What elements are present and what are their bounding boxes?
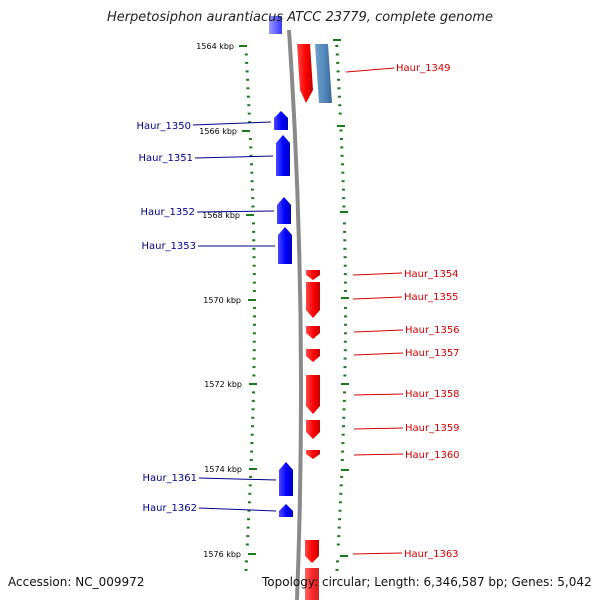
leader-line [353, 453, 404, 456]
leader-line [345, 67, 395, 73]
genome-backbone [287, 29, 304, 600]
scale-labels: 1564 kbp 1566 kbp 1568 kbp 1570 kbp 1572… [196, 42, 257, 559]
gene-label: Haur_1349 [396, 63, 451, 74]
gene-labels-left: Haur_1350 Haur_1351 Haur_1352 Haur_1353 … [136, 121, 197, 514]
gene-label: Haur_1359 [405, 423, 460, 434]
gene-haur-1359 [306, 420, 320, 439]
leader-line [194, 155, 274, 159]
leader-line [352, 272, 403, 276]
gene-partial-top [269, 16, 282, 34]
gene-haur-1360 [306, 450, 320, 459]
gene-haur-1354 [306, 270, 320, 280]
gene-label: Haur_1361 [142, 473, 197, 484]
gene-arrow [297, 44, 313, 103]
leader-line [352, 552, 403, 555]
leader-line [196, 210, 275, 213]
map-title: Herpetosiphon aurantiacus ATCC 23779, co… [106, 10, 494, 25]
leader-line [198, 507, 277, 512]
gene-haur-1361 [279, 462, 293, 496]
scale-label: 1566 kbp [199, 127, 237, 136]
gene-label: Haur_1360 [405, 450, 460, 461]
gene-label: Haur_1350 [136, 121, 191, 132]
gene-haur-1356 [306, 326, 320, 339]
gene-haur-1349 [297, 44, 332, 103]
gene-partial-bottom [305, 568, 319, 600]
scale-ticks-left [244, 53, 256, 571]
accession-text: Accession: NC_009972 [8, 575, 145, 589]
gene-label: Haur_1352 [140, 207, 195, 218]
gene-haur-1351 [276, 135, 290, 176]
scale-label: 1576 kbp [203, 550, 241, 559]
gene-label: Haur_1353 [141, 241, 196, 252]
gene-label: Haur_1356 [405, 325, 460, 336]
leader-line [353, 329, 404, 333]
leader-lines-right [345, 67, 404, 555]
gene-label: Haur_1358 [405, 389, 460, 400]
scale-label: 1564 kbp [196, 42, 234, 51]
leader-line [353, 393, 404, 396]
gene-label: Haur_1357 [405, 348, 460, 359]
leader-line [353, 352, 404, 356]
gene-label: Haur_1354 [404, 269, 459, 280]
gene-label: Haur_1363 [404, 549, 459, 560]
gene-arrow-rna [315, 44, 332, 103]
scale-ticks-right-major [333, 39, 349, 557]
scale-label: 1568 kbp [202, 211, 240, 220]
leader-line [352, 296, 403, 300]
gene-haur-1362 [279, 504, 293, 517]
gene-haur-1363 [305, 540, 319, 563]
gene-haur-1355 [306, 282, 320, 318]
scale-label: 1572 kbp [204, 380, 242, 389]
gene-labels-right: Haur_1349 Haur_1354 Haur_1355 Haur_1356 … [396, 63, 460, 560]
scale-label: 1570 kbp [203, 296, 241, 305]
gene-haur-1353 [278, 227, 292, 264]
scale-ticks-right [335, 45, 347, 571]
gene-haur-1357 [306, 349, 320, 362]
leader-line [353, 427, 404, 430]
gene-haur-1358 [306, 375, 320, 414]
gene-haur-1352 [277, 197, 291, 224]
gene-label: Haur_1351 [138, 153, 193, 164]
gene-label: Haur_1362 [142, 503, 197, 514]
topology-text: Topology: circular; Length: 6,346,587 bp… [262, 575, 592, 589]
leader-lines-left [192, 121, 277, 512]
leader-line [198, 477, 277, 481]
scale-label: 1574 kbp [204, 465, 242, 474]
leader-line [192, 121, 272, 126]
gene-label: Haur_1355 [404, 292, 459, 303]
gene-haur-1350 [274, 111, 288, 130]
